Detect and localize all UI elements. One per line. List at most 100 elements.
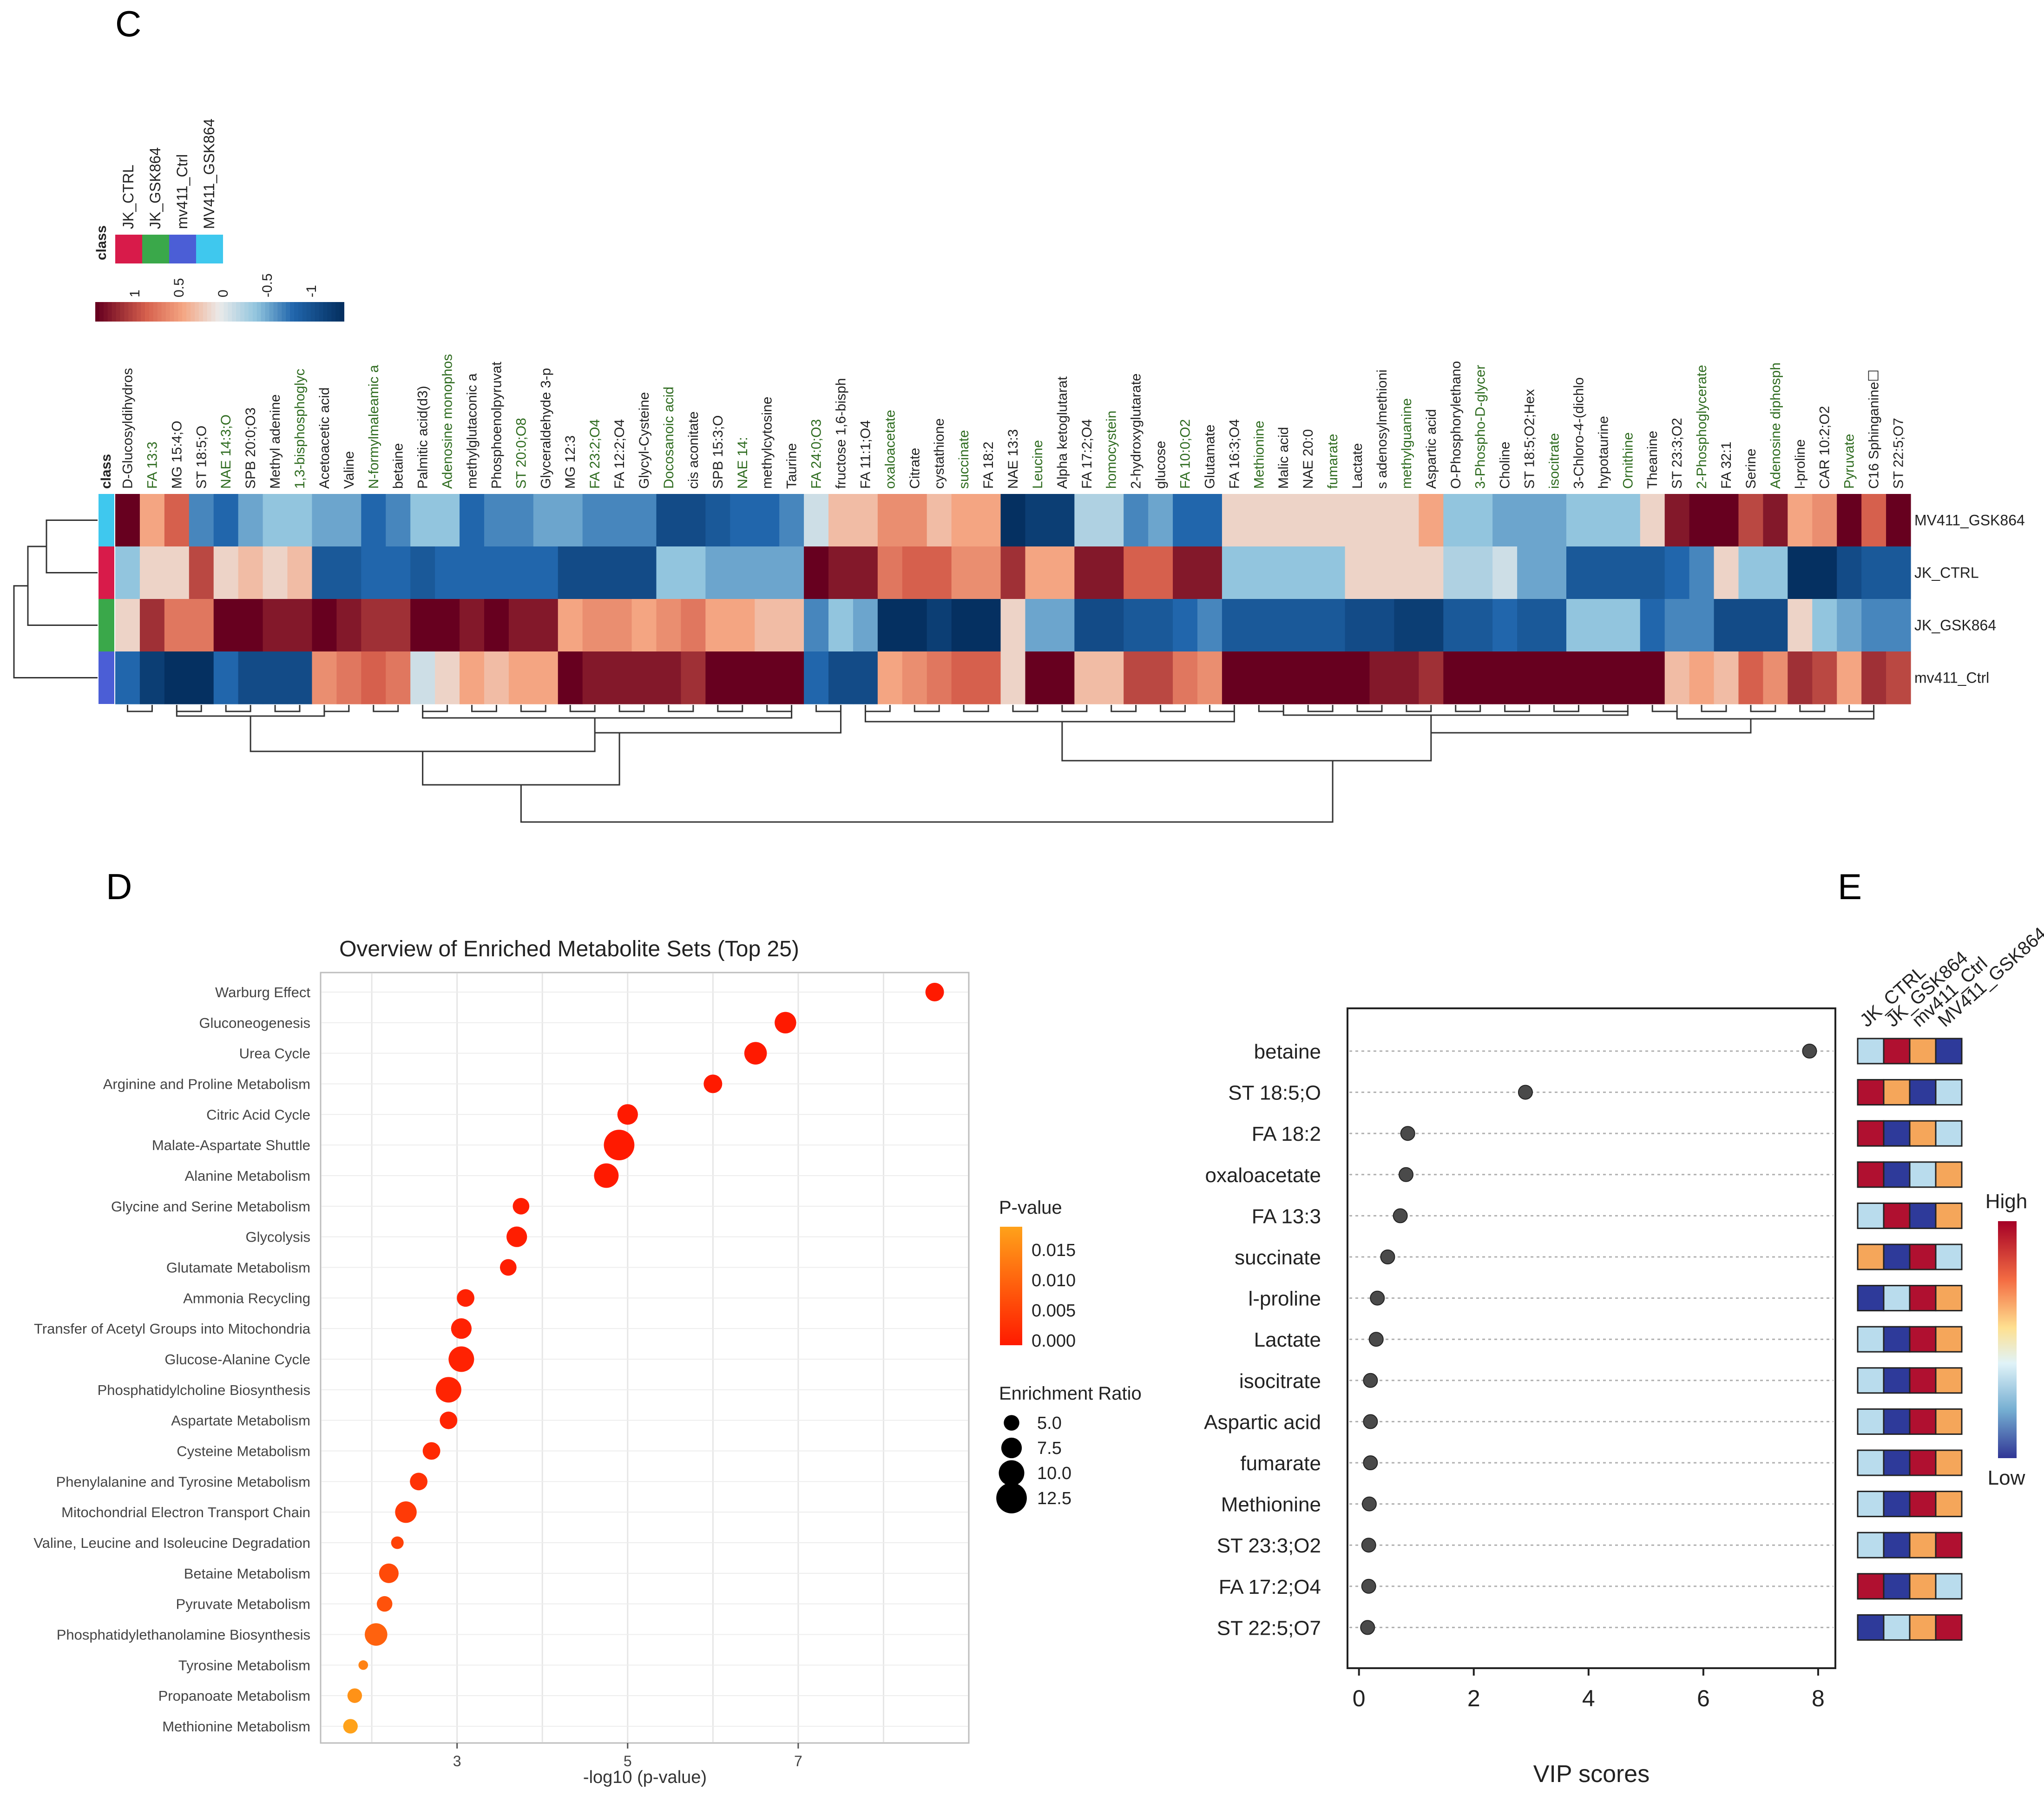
scale-segment bbox=[186, 302, 191, 322]
heatmap-cell bbox=[1074, 546, 1099, 599]
heatmap-column-label: ST 23:3;O2 bbox=[1669, 418, 1685, 489]
vip-heat-cell bbox=[1909, 1408, 1937, 1435]
heatmap-class-column-label: class bbox=[99, 454, 114, 489]
heatmap-cell bbox=[1074, 599, 1099, 652]
heatmap-cell bbox=[435, 651, 460, 704]
scale-segment bbox=[132, 302, 138, 322]
pvalue-tick-label: 0.000 bbox=[1032, 1331, 1076, 1351]
pvalue-colorbar bbox=[1000, 1227, 1022, 1345]
heatmap-column-label: betaine bbox=[391, 443, 406, 489]
vip-metabolite-label: oxaloacetate bbox=[1205, 1164, 1321, 1187]
heatmap-cell bbox=[631, 494, 657, 547]
heatmap-column-label: Leucine bbox=[1030, 440, 1045, 489]
heatmap-cell bbox=[1000, 651, 1026, 704]
heatmap-cell bbox=[1295, 546, 1321, 599]
vip-heat-cell bbox=[1909, 1532, 1937, 1559]
heatmap-cell bbox=[1419, 599, 1444, 652]
column-dendrogram-branch bbox=[1750, 705, 1776, 712]
heatmap-column-label: Malic acid bbox=[1276, 427, 1291, 489]
heatmap-cell bbox=[656, 546, 682, 599]
column-dendrogram-branch bbox=[1504, 705, 1531, 712]
heatmap-column-label: fructose 1,6-bisph bbox=[833, 378, 848, 489]
vip-metabolite-label: Methionine bbox=[1221, 1493, 1321, 1516]
heatmap-column-labels: class D-Glucosyldihydros FA 13:3 MG 15:4;O S… bbox=[99, 354, 1906, 489]
column-dendrogram-branch bbox=[422, 705, 448, 712]
class-swatch bbox=[142, 235, 169, 263]
vip-heat-cell bbox=[1857, 1614, 1885, 1641]
scale-segment bbox=[228, 302, 233, 322]
heatmap-cell bbox=[1246, 494, 1272, 547]
enrichment-point bbox=[744, 1042, 767, 1065]
enrichment-x-ticks: 3 5 7 bbox=[453, 1743, 802, 1769]
heatmap-column-label: Citrate bbox=[907, 448, 922, 489]
scale-segment bbox=[236, 302, 241, 322]
heatmap-column-label: Ornithine bbox=[1620, 432, 1636, 489]
heatmap-row-label: JK_GSK864 bbox=[1914, 617, 1996, 634]
column-dendrogram-branch bbox=[864, 711, 1235, 723]
heatmap-cell bbox=[1861, 494, 1886, 547]
heatmap-cell bbox=[115, 494, 140, 547]
column-dendrogram-branch bbox=[1061, 705, 1088, 712]
vip-heat-cell bbox=[1857, 1243, 1885, 1270]
heatmap-cell bbox=[877, 599, 903, 652]
heatmap-column-label: 1,3-bisphosphoglyc bbox=[292, 368, 308, 489]
heatmap-cell bbox=[1517, 494, 1542, 547]
vip-heat-cell bbox=[1883, 1532, 1911, 1559]
heatmap-cell bbox=[1566, 651, 1591, 704]
pvalue-legend-ticks: 0.015 0.010 0.005 0.000 bbox=[1022, 1241, 1076, 1351]
heatmap-cell bbox=[361, 651, 386, 704]
heatmap-cell bbox=[853, 494, 878, 547]
vip-heat-cell bbox=[1883, 1038, 1911, 1065]
heatmap-cell bbox=[410, 651, 435, 704]
enrichment-pathway-label: Ammonia Recycling bbox=[183, 1290, 310, 1306]
heatmap-cell bbox=[164, 494, 190, 547]
scale-segment bbox=[298, 302, 303, 322]
heatmap-row-label: JK_CTRL bbox=[1914, 565, 1979, 581]
heatmap-cell bbox=[1640, 599, 1665, 652]
heatmap-cell bbox=[484, 546, 509, 599]
column-dendrogram-branch bbox=[914, 705, 940, 712]
heatmap-cell bbox=[1615, 599, 1641, 652]
vip-heat-cell bbox=[1857, 1367, 1885, 1394]
heatmap-cell bbox=[238, 651, 263, 704]
heatmap-cell bbox=[1025, 599, 1050, 652]
enrichment-pathway-label: Aspartate Metabolism bbox=[171, 1413, 310, 1429]
vip-heat-cell bbox=[1935, 1408, 1963, 1435]
enrichment-pathway-label: Pyruvate Metabolism bbox=[176, 1596, 310, 1612]
column-dendrogram-branch bbox=[1282, 711, 1629, 716]
heatmap-cell bbox=[1197, 651, 1222, 704]
heatmap-cell bbox=[1099, 546, 1124, 599]
heatmap-column-label: Taurine bbox=[784, 443, 800, 489]
heatmap-cell bbox=[410, 494, 435, 547]
heatmap-cell bbox=[213, 494, 239, 547]
vip-legend-low: Low bbox=[1988, 1467, 2025, 1489]
heatmap-cell bbox=[631, 546, 657, 599]
row-class-bar bbox=[99, 494, 114, 704]
panel-letter-e: E bbox=[1838, 866, 1862, 907]
vip-heat-cell bbox=[1909, 1202, 1937, 1229]
enrichment-pathway-label: Phenylalanine and Tyrosine Metabolism bbox=[56, 1473, 310, 1490]
heatmap-column-label: NAE 13:3 bbox=[1006, 429, 1021, 489]
heatmap-cell bbox=[336, 651, 361, 704]
heatmap-cell bbox=[1837, 494, 1862, 547]
heatmap-column-label: succinate bbox=[956, 430, 972, 489]
enrichment-point bbox=[422, 1442, 440, 1460]
vip-point bbox=[1368, 1332, 1384, 1347]
column-dendrogram-branch bbox=[1111, 705, 1137, 712]
heatmap-cell bbox=[1369, 599, 1395, 652]
heatmap-column-label: CAR 10:2;O2 bbox=[1817, 406, 1833, 489]
enrichment-pathway-label: Phosphatidylcholine Biosynthesis bbox=[98, 1382, 310, 1398]
color-scale-legend: 1 0.5 0 -0.5 -1 bbox=[95, 273, 344, 322]
column-dendrogram-branch bbox=[1406, 705, 1432, 712]
vip-heat-cell bbox=[1935, 1243, 1963, 1270]
vip-point bbox=[1361, 1578, 1376, 1594]
heatmap-cell bbox=[1345, 494, 1370, 547]
heatmap-column-label: Glyceraldehyde 3-p bbox=[538, 368, 553, 489]
enrichment-point bbox=[376, 1596, 393, 1612]
heatmap-cell bbox=[976, 599, 1001, 652]
heatmap-cell bbox=[877, 651, 903, 704]
column-dendrogram-branch bbox=[815, 705, 841, 712]
heatmap-cell bbox=[1295, 494, 1321, 547]
heatmap-cell bbox=[1837, 651, 1862, 704]
heatmap-column-label: FA 24:0;O3 bbox=[809, 419, 824, 489]
